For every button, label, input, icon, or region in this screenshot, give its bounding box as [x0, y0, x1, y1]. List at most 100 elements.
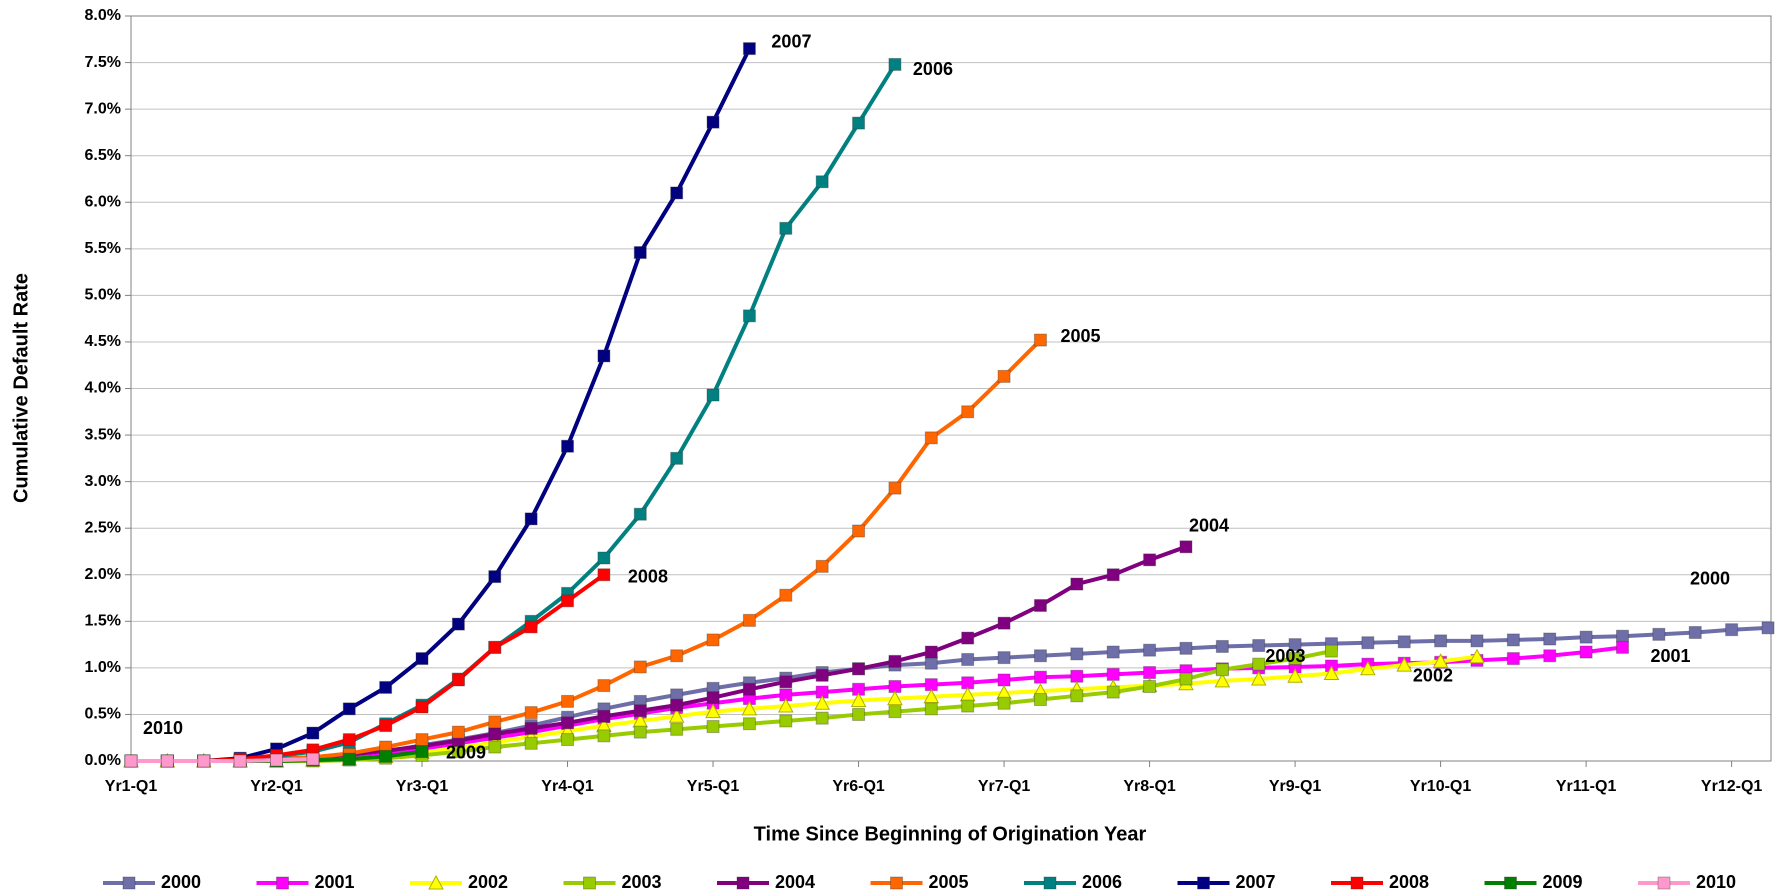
data-point — [524, 736, 538, 750]
data-point — [741, 700, 758, 716]
data-point — [997, 673, 1011, 687]
data-point — [1070, 647, 1084, 661]
data-point — [306, 726, 320, 740]
data-point — [1287, 668, 1303, 683]
data-point — [815, 175, 829, 189]
data-point — [888, 654, 902, 668]
series-end-label: 2003 — [1265, 646, 1305, 666]
y-tick-label: 3.5% — [85, 426, 121, 443]
data-point — [1179, 641, 1193, 655]
legend-label: 2005 — [929, 872, 969, 892]
data-point — [451, 673, 465, 687]
data-point — [1070, 669, 1084, 683]
data-point — [706, 691, 720, 705]
data-point — [524, 512, 538, 526]
series-line — [131, 645, 1623, 763]
legend-marker — [890, 876, 903, 890]
data-point — [1324, 644, 1338, 658]
legend-label: 2007 — [1236, 872, 1276, 892]
data-point — [1215, 663, 1229, 677]
data-point — [597, 709, 611, 723]
data-point — [1434, 634, 1448, 648]
data-point — [742, 613, 756, 627]
legend-marker — [428, 874, 444, 890]
data-point — [742, 717, 756, 731]
data-point — [1033, 598, 1047, 612]
data-point — [488, 640, 502, 654]
data-point — [1033, 649, 1047, 663]
data-point — [1179, 540, 1193, 554]
data-point — [197, 754, 211, 768]
data-point — [415, 745, 429, 759]
data-point — [1106, 685, 1120, 699]
data-point — [1397, 635, 1411, 649]
legend-marker — [1197, 876, 1210, 890]
data-point — [1143, 553, 1157, 567]
data-point — [561, 694, 575, 708]
data-point — [1615, 640, 1629, 654]
data-point — [706, 633, 720, 647]
legend-label: 2010 — [1696, 872, 1736, 892]
data-point — [779, 221, 793, 235]
data-point — [633, 507, 647, 521]
data-point — [270, 753, 284, 767]
data-point — [1214, 672, 1231, 688]
data-point — [888, 481, 902, 495]
data-point — [1288, 652, 1302, 666]
data-point — [561, 716, 575, 730]
data-point — [415, 652, 429, 666]
data-point — [997, 616, 1011, 630]
data-point — [1360, 660, 1376, 676]
series-end-label: 2006 — [913, 59, 953, 79]
data-point — [561, 439, 575, 453]
y-tick-label: 2.5% — [85, 519, 121, 536]
data-point — [633, 704, 647, 718]
plot-border — [130, 15, 1772, 762]
data-point — [668, 708, 685, 723]
data-point — [1469, 648, 1485, 664]
data-point — [633, 246, 647, 260]
legend-label: 2003 — [622, 872, 662, 892]
data-point — [1470, 634, 1484, 648]
data-point — [597, 679, 611, 693]
data-point — [379, 680, 393, 694]
data-point — [1070, 577, 1084, 591]
x-tick-label: Yr4-Q1 — [541, 778, 594, 795]
data-point — [524, 620, 538, 634]
x-tick-label: Yr10-Q1 — [1410, 778, 1471, 795]
data-point — [379, 719, 393, 733]
x-axis-title: Time Since Beginning of Origination Year — [754, 823, 1147, 845]
data-point — [670, 451, 684, 465]
y-tick-label: 2.0% — [85, 566, 121, 583]
data-point — [342, 752, 356, 766]
x-tick-label: Yr7-Q1 — [978, 778, 1031, 795]
data-point — [633, 660, 647, 674]
data-point — [597, 568, 611, 582]
y-tick-label: 6.0% — [85, 193, 121, 210]
data-point — [1250, 670, 1267, 686]
data-point — [415, 700, 429, 714]
data-point — [160, 754, 174, 768]
data-point — [306, 752, 320, 766]
series-end-label: 2000 — [1690, 569, 1730, 589]
data-point — [852, 662, 866, 676]
data-point — [1543, 649, 1557, 663]
y-tick-label: 4.5% — [85, 333, 121, 350]
data-point — [1033, 333, 1047, 347]
x-tick-label: Yr6-Q1 — [832, 778, 885, 795]
y-tick-label: 7.0% — [85, 100, 121, 117]
legend-label: 2000 — [161, 872, 201, 892]
data-point — [1143, 643, 1157, 657]
data-point — [488, 727, 502, 741]
x-tick-label: Yr2-Q1 — [250, 778, 303, 795]
y-tick-label: 0.5% — [85, 706, 121, 723]
data-point — [815, 559, 829, 573]
data-point — [124, 754, 138, 768]
x-tick-label: Yr5-Q1 — [687, 778, 740, 795]
data-point — [815, 711, 829, 725]
data-point — [1615, 629, 1629, 643]
series-end-label: 2005 — [1060, 326, 1100, 346]
data-point — [1432, 653, 1449, 668]
data-point — [961, 631, 975, 645]
data-point — [852, 707, 866, 721]
